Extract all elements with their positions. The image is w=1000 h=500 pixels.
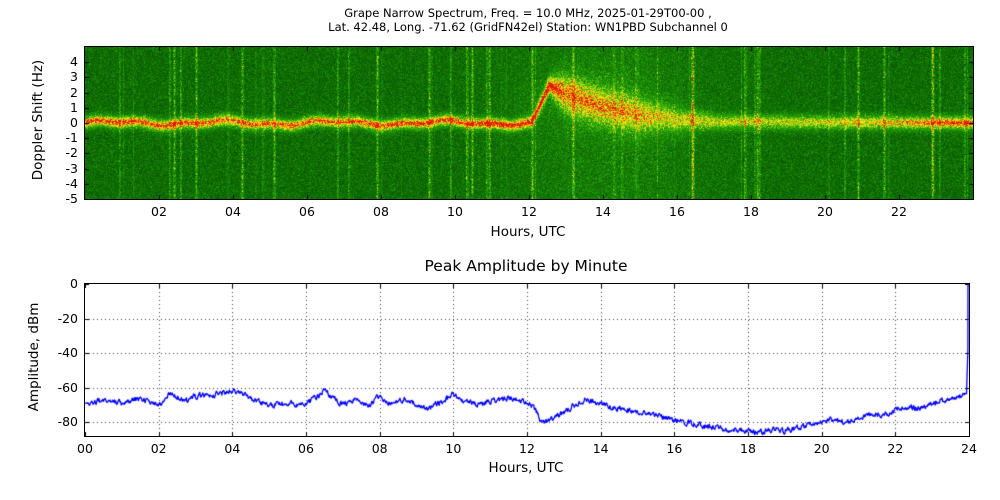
amp-x-tick-label: 14: [592, 441, 609, 456]
amp-x-tick-label: 10: [445, 441, 462, 456]
amplitude-plot-area: [84, 283, 970, 437]
spec-y-tick-label: -5: [65, 191, 78, 206]
amp-y-tick-label: -20: [57, 310, 78, 326]
amp-x-tick-label: 22: [887, 441, 904, 456]
spectrogram-title-line2: Lat. 42.48, Long. -71.62 (GridFN42el) St…: [328, 20, 728, 34]
spectrogram-title-line1: Grape Narrow Spectrum, Freq. = 10.0 MHz,…: [344, 6, 712, 20]
spec-x-tick-label: 16: [669, 204, 685, 219]
spectrogram-plot-area: [84, 46, 974, 200]
spec-y-tick-label: 2: [70, 84, 78, 100]
amplitude-title: Peak Amplitude by Minute: [424, 257, 628, 275]
amp-x-tick-label: 02: [150, 441, 167, 456]
spec-y-tick-label: 4: [70, 54, 78, 70]
spec-x-tick-label: 06: [299, 204, 315, 219]
amp-x-tick-label: 20: [813, 441, 830, 456]
spec-x-tick-label: 14: [595, 204, 611, 219]
spec-y-tick-label: 1: [70, 99, 78, 115]
spec-x-tick-label: 22: [891, 204, 907, 219]
amp-x-tick-label: 08: [371, 441, 388, 456]
spec-x-tick-label: 08: [373, 204, 389, 219]
spec-y-tick-label: -3: [65, 160, 78, 176]
spec-x-tick-label: 04: [225, 204, 241, 219]
amplitude-canvas: [85, 284, 969, 436]
amp-y-tick-label: -60: [57, 379, 78, 395]
amp-x-tick-label: 24: [961, 441, 977, 456]
amp-y-tick-label: -40: [57, 345, 78, 361]
spec-y-tick-label: -1: [65, 130, 78, 146]
spectrogram-title: Grape Narrow Spectrum, Freq. = 10.0 MHz,…: [84, 6, 972, 34]
amp-x-tick-label: 18: [740, 441, 756, 456]
spec-y-tick-label: -4: [65, 175, 78, 191]
amp-x-tick-label: 12: [519, 441, 535, 456]
amp-x-tick-label: 00: [77, 441, 93, 456]
spec-x-tick-label: 20: [817, 204, 833, 219]
amp-y-tick-label: 0: [70, 276, 78, 291]
amp-x-tick-label: 16: [666, 441, 683, 456]
amp-y-tick-label: -80: [57, 414, 78, 430]
spec-x-tick-label: 10: [447, 204, 463, 219]
spectrogram-canvas: [85, 47, 973, 199]
spec-y-tick-label: 0: [70, 115, 78, 130]
spectrogram-x-axis-label: Hours, UTC: [490, 224, 566, 240]
amplitude-x-axis-label: Hours, UTC: [488, 460, 564, 476]
amp-x-tick-label: 04: [224, 441, 241, 456]
amp-x-tick-label: 06: [298, 441, 314, 456]
spec-x-tick-label: 18: [743, 204, 759, 219]
spec-x-tick-label: 02: [151, 204, 167, 219]
spec-x-tick-label: 12: [521, 204, 537, 219]
spec-y-tick-label: -2: [65, 145, 78, 161]
spec-y-tick-label: 3: [70, 69, 78, 85]
